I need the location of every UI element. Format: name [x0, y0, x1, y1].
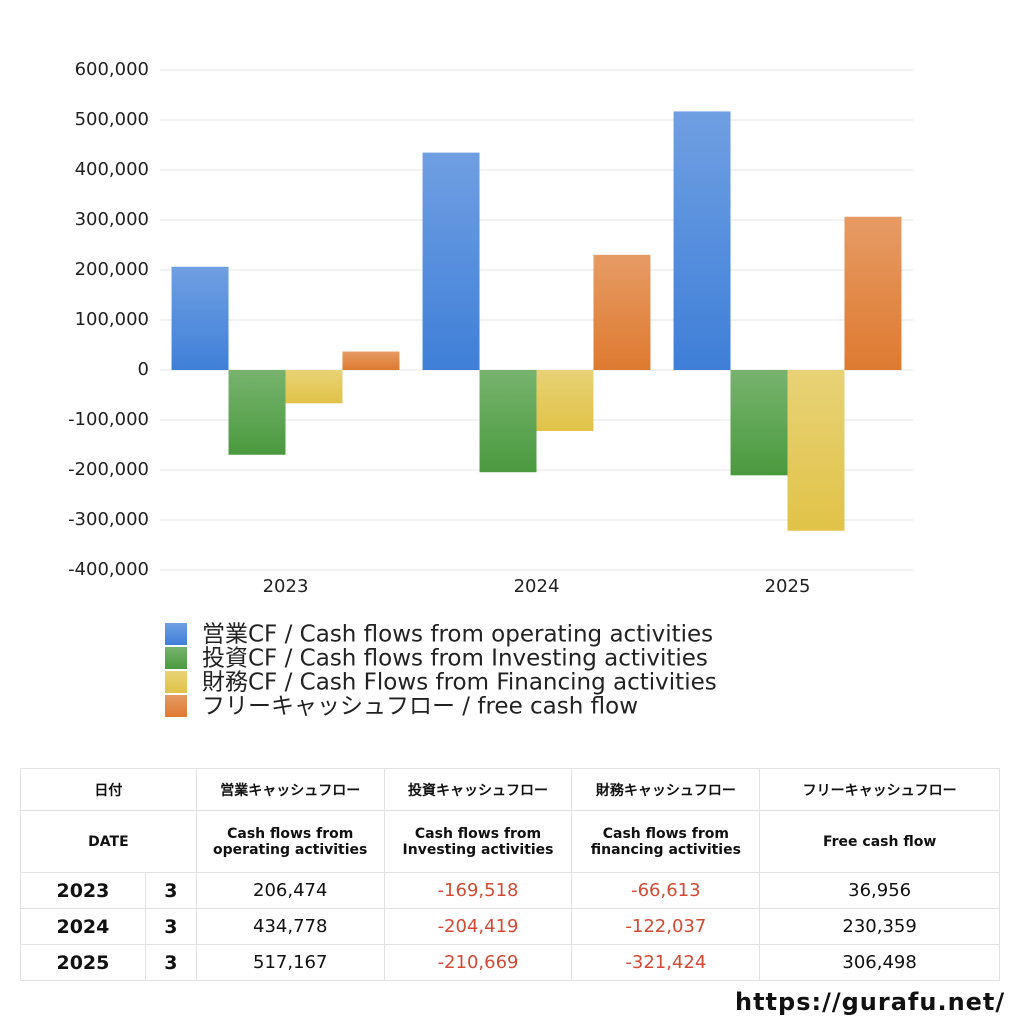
bar: [479, 370, 537, 473]
header-row: DATE Cash flows from operating activities…: [20, 810, 1000, 873]
y-tick-label: 100,000: [75, 309, 149, 330]
bar: [673, 111, 731, 370]
y-tick-label: -300,000: [68, 509, 149, 530]
chart: -400,000 -300,000 -200,000 -100,000 0 100,000…: [68, 59, 913, 720]
table-cell: 3: [144, 872, 197, 909]
table-cell: -321,424: [571, 944, 761, 981]
legend-swatch: [165, 623, 187, 645]
y-tick-label: -400,000: [68, 559, 149, 580]
table-cell: -66,613: [571, 872, 761, 909]
table-cell: 3: [144, 908, 197, 945]
table-cell: -204,419: [383, 908, 573, 945]
x-tick-label: 2025: [765, 576, 811, 597]
table-cell: フリーキャッシュフロー: [759, 768, 1000, 811]
table-cell: 517,167: [195, 944, 385, 981]
y-tick-label: 500,000: [75, 109, 149, 130]
table-cell: 230,359: [759, 908, 1000, 945]
table-cell: 206,474: [195, 872, 385, 909]
table-cell: 2025: [20, 944, 146, 981]
table-cell: Free cash flow: [759, 810, 1000, 873]
y-tick-label: -200,000: [68, 459, 149, 480]
legend-swatch: [165, 647, 187, 669]
table-cell: Cash flows from operating activities: [195, 810, 385, 873]
bar: [730, 370, 788, 476]
y-tick-label: 200,000: [75, 259, 149, 280]
legend-label: フリーキャッシュフロー / free cash flow: [202, 694, 638, 720]
bar: [342, 351, 400, 370]
legend-label: 営業CF / Cash flows from operating activit…: [202, 622, 713, 648]
table-cell: 36,956: [759, 872, 1000, 909]
bar: [593, 254, 651, 370]
table-cell: 2023: [20, 872, 146, 909]
bar: [787, 370, 845, 531]
bar: [171, 266, 229, 370]
x-tick-label: 2024: [514, 576, 560, 597]
table-cell: -169,518: [383, 872, 573, 909]
table-cell: Cash flows from Investing activities: [383, 810, 573, 873]
table-cell: -210,669: [383, 944, 573, 981]
legend-label: 投資CF / Cash flows from Investing activit…: [202, 646, 708, 672]
table-cell: 投資キャッシュフロー: [383, 768, 573, 811]
bar: [422, 152, 480, 370]
y-tick-label: 600,000: [75, 59, 149, 80]
bar: [285, 370, 343, 404]
footer-url: https://gurafu.net/: [735, 988, 1006, 1016]
legend-label: 財務CF / Cash Flows from Financing activit…: [202, 670, 717, 696]
table-cell: DATE: [20, 810, 197, 873]
table-cell: -122,037: [571, 908, 761, 945]
header-row: 日付 営業キャッシュフロー 投資キャッシュフロー 財務キャッシュフロー フリーキャッシュ…: [20, 768, 1000, 811]
bar: [536, 370, 594, 432]
bar: [844, 216, 902, 370]
y-tick-label: 0: [138, 359, 149, 380]
data-row: 2025 3 517,167 -210,669 -321,424 306,498: [20, 944, 1000, 981]
y-tick-label: -100,000: [68, 409, 149, 430]
data-row: 2024 3 434,778 -204,419 -122,037 230,359: [20, 908, 1000, 945]
table-cell: Cash flows from financing activities: [571, 810, 761, 873]
y-tick-label: 400,000: [75, 159, 149, 180]
legend-swatch: [165, 671, 187, 693]
table-cell: 3: [144, 944, 197, 981]
table-cell: 日付: [20, 768, 197, 811]
data-row: 2023 3 206,474 -169,518 -66,613 36,956: [20, 872, 1000, 909]
y-tick-label: 300,000: [75, 209, 149, 230]
data-table: 日付 営業キャッシュフロー 投資キャッシュフロー 財務キャッシュフロー フリーキャッシュ…: [20, 768, 1000, 981]
legend-swatch: [165, 695, 187, 717]
table-cell: 営業キャッシュフロー: [195, 768, 385, 811]
bar: [228, 370, 286, 455]
table-cell: 2024: [20, 908, 146, 945]
table-cell: 434,778: [195, 908, 385, 945]
table-cell: 財務キャッシュフロー: [571, 768, 761, 811]
table-cell: 306,498: [759, 944, 1000, 981]
x-tick-label: 2023: [263, 576, 309, 597]
